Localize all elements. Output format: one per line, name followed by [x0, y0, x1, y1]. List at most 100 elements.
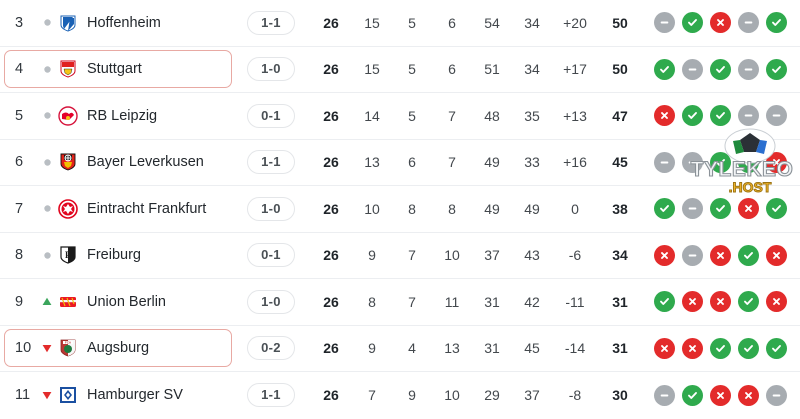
- form-win-icon[interactable]: [654, 198, 675, 220]
- team-name[interactable]: Eintracht Frankfurt: [87, 200, 207, 217]
- drawn-count: 4: [408, 340, 416, 357]
- form-win-icon[interactable]: [766, 58, 787, 80]
- team-name[interactable]: Freiburg: [87, 247, 141, 264]
- form-draw-icon[interactable]: [654, 12, 675, 34]
- form-draw-icon[interactable]: [766, 384, 787, 406]
- drawn-count: 5: [408, 107, 416, 124]
- form-draw-icon[interactable]: [738, 105, 759, 127]
- team-name[interactable]: Hamburger SV: [87, 387, 183, 404]
- points-total: 47: [612, 107, 628, 124]
- form-loss-icon[interactable]: [738, 384, 759, 406]
- form-loss-icon[interactable]: [710, 291, 731, 313]
- last-result-badge[interactable]: 0-1: [247, 103, 295, 128]
- last-result-badge[interactable]: 1-0: [247, 57, 295, 82]
- table-row[interactable]: 5 RB Leipzig 0-1 26 14 5 7 48 35 +13 47: [0, 93, 800, 140]
- form-win-icon[interactable]: [766, 198, 787, 220]
- goals-against: 45: [524, 340, 540, 357]
- goal-difference: +17: [563, 61, 587, 78]
- lost-count: 6: [448, 14, 456, 31]
- form-win-icon[interactable]: [738, 151, 759, 173]
- table-row[interactable]: 4 Stuttgart 1-0 26 15 5 6 51 34 +17 50: [0, 46, 800, 93]
- team-name[interactable]: RB Leipzig: [87, 107, 158, 124]
- form-draw-icon[interactable]: [682, 151, 703, 173]
- last-result-badge[interactable]: 1-0: [247, 196, 295, 221]
- form-win-icon[interactable]: [710, 151, 731, 173]
- form-win-icon[interactable]: [710, 198, 731, 220]
- form-win-icon[interactable]: [682, 12, 703, 34]
- last-result-badge[interactable]: 0-2: [247, 336, 295, 361]
- won-count: 15: [364, 14, 380, 31]
- last-result-badge[interactable]: 0-1: [247, 243, 295, 268]
- form-win-icon[interactable]: [738, 244, 759, 266]
- form-win-icon[interactable]: [710, 337, 731, 359]
- team-name[interactable]: Hoffenheim: [87, 14, 161, 31]
- form-win-icon[interactable]: [766, 12, 787, 34]
- movement-dot-icon: [39, 112, 55, 119]
- form-win-icon[interactable]: [710, 58, 731, 80]
- form-draw-icon[interactable]: [766, 105, 787, 127]
- form-loss-icon[interactable]: [682, 291, 703, 313]
- form-loss-icon[interactable]: [654, 105, 675, 127]
- drawn-count: 8: [408, 200, 416, 217]
- movement-dot-icon: [39, 66, 55, 73]
- form-draw-icon[interactable]: [654, 151, 675, 173]
- last-result-badge[interactable]: 1-1: [247, 10, 295, 35]
- team-name[interactable]: Bayer Leverkusen: [87, 154, 204, 171]
- form-loss-icon[interactable]: [710, 12, 731, 34]
- team-identity-cell[interactable]: 11 Hamburger SV: [4, 376, 232, 414]
- form-win-icon[interactable]: [710, 105, 731, 127]
- rank-number: 5: [15, 107, 24, 124]
- form-loss-icon[interactable]: [710, 384, 731, 406]
- team-identity-cell[interactable]: 4 Stuttgart: [4, 50, 232, 89]
- played-count: 26: [323, 387, 339, 404]
- table-row[interactable]: 9 Union Berlin 1-0 26 8 7 11 31 42 -11 31: [0, 279, 800, 326]
- form-win-icon[interactable]: [682, 105, 703, 127]
- form-draw-icon[interactable]: [682, 198, 703, 220]
- team-name[interactable]: Union Berlin: [87, 293, 166, 310]
- won-count: 13: [364, 154, 380, 171]
- team-identity-cell[interactable]: 3 Hoffenheim: [4, 4, 232, 42]
- table-row[interactable]: 10 FCA Augsburg 0-2 26 9 4 13 31 45 -14 31: [0, 325, 800, 372]
- goals-against: 37: [524, 387, 540, 404]
- form-draw-icon[interactable]: [738, 58, 759, 80]
- last-result-badge[interactable]: 1-1: [247, 150, 295, 175]
- table-row[interactable]: 3 Hoffenheim 1-1 26 15 5 6 54 34 +20 50: [0, 0, 800, 47]
- table-row[interactable]: 7 Eintracht Frankfurt 1-0 26 10 8 8 49 49 0 38: [0, 186, 800, 233]
- team-identity-cell[interactable]: 5 RB Leipzig: [4, 97, 232, 135]
- team-identity-cell[interactable]: 7 Eintracht Frankfurt: [4, 190, 232, 228]
- form-loss-icon[interactable]: [738, 198, 759, 220]
- form-loss-icon[interactable]: [766, 244, 787, 266]
- form-win-icon[interactable]: [682, 384, 703, 406]
- team-identity-cell[interactable]: 8 F Freiburg: [4, 236, 232, 274]
- form-loss-icon[interactable]: [654, 337, 675, 359]
- drawn-count: 9: [408, 387, 416, 404]
- team-name[interactable]: Augsburg: [87, 340, 150, 357]
- played-count: 26: [323, 247, 339, 264]
- last-result-badge[interactable]: 1-0: [247, 289, 295, 314]
- table-row[interactable]: 11 Hamburger SV 1-1 26 7 9 10 29 37 -8 30: [0, 372, 800, 419]
- team-identity-cell[interactable]: 9 Union Berlin: [4, 283, 232, 321]
- form-win-icon[interactable]: [766, 337, 787, 359]
- played-count: 26: [323, 107, 339, 124]
- form-loss-icon[interactable]: [710, 244, 731, 266]
- form-draw-icon[interactable]: [654, 384, 675, 406]
- form-loss-icon[interactable]: [682, 337, 703, 359]
- form-draw-icon[interactable]: [682, 244, 703, 266]
- goals-against: 49: [524, 200, 540, 217]
- form-win-icon[interactable]: [654, 58, 675, 80]
- form-loss-icon[interactable]: [766, 291, 787, 313]
- team-identity-cell[interactable]: 10 FCA Augsburg: [4, 329, 232, 368]
- form-win-icon[interactable]: [738, 291, 759, 313]
- form-loss-icon[interactable]: [766, 151, 787, 173]
- form-draw-icon[interactable]: [682, 58, 703, 80]
- form-win-icon[interactable]: [738, 337, 759, 359]
- team-name[interactable]: Stuttgart: [87, 61, 142, 78]
- last-result-badge[interactable]: 1-1: [247, 383, 295, 408]
- goal-difference: +20: [563, 14, 587, 31]
- form-draw-icon[interactable]: [738, 12, 759, 34]
- form-win-icon[interactable]: [654, 291, 675, 313]
- table-row[interactable]: 6 Bayer Leverkusen 1-1 26 13 6 7 49 33 +16 45: [0, 139, 800, 186]
- form-loss-icon[interactable]: [654, 244, 675, 266]
- team-identity-cell[interactable]: 6 Bayer Leverkusen: [4, 143, 232, 181]
- table-row[interactable]: 8 F Freiburg 0-1 26 9 7 10 37 43 -6 34: [0, 232, 800, 279]
